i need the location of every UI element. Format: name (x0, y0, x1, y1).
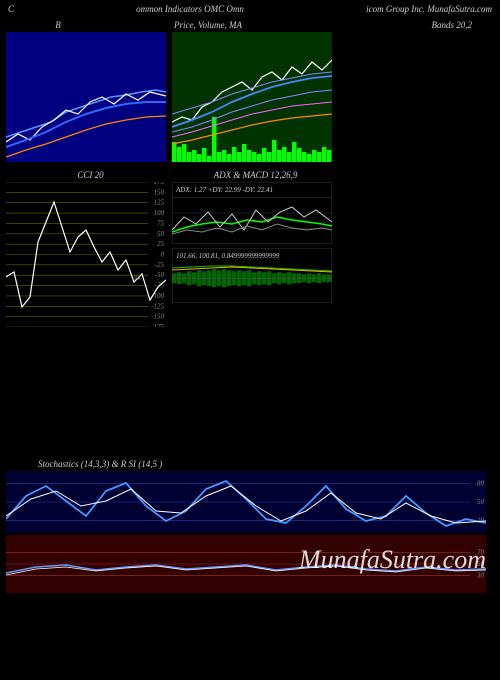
chart-row-2: 1751501251007550250-25-50-75-100-125-150… (0, 182, 500, 327)
svg-text:175: 175 (154, 182, 165, 186)
svg-text:75: 75 (157, 219, 165, 227)
header-mid: ommon Indicators OMC Omn (136, 4, 244, 14)
svg-text:150: 150 (154, 188, 165, 196)
title-cci: CCI 20 (8, 170, 173, 180)
svg-text:-50: -50 (155, 271, 165, 279)
chart-stoch: 805020 (6, 471, 494, 533)
chart-stoch-wrap: 805020 (0, 471, 500, 533)
title-stoch-rsi: Stochastics (14,3,3) & R SI (14,5 ) (8, 459, 162, 469)
header-right: icom Group Inc. MunafaSutra.com (366, 4, 492, 14)
svg-text:-34: -34 (131, 274, 141, 282)
chart-rsi-wrap: 70 50 30 (0, 533, 500, 593)
title-row-2: CCI 20 ADX & MACD 12,26,9 (0, 168, 500, 182)
svg-text:0: 0 (161, 251, 165, 259)
chart-cci: 1751501251007550250-25-50-75-100-125-150… (6, 182, 166, 327)
svg-text:30: 30 (476, 572, 485, 580)
svg-text:-150: -150 (151, 313, 164, 321)
svg-text:-125: -125 (151, 302, 164, 310)
svg-text:-175: -175 (151, 323, 164, 327)
chart-b (6, 32, 166, 162)
svg-text:100: 100 (154, 209, 165, 217)
chart-adx: ADX: 1.27 +DY: 22.99 -DY: 22.41 (172, 182, 332, 244)
chart-rsi: 70 50 30 (6, 535, 494, 593)
svg-text:50: 50 (477, 560, 485, 568)
svg-text:-25: -25 (155, 261, 165, 269)
svg-text:70: 70 (477, 548, 485, 556)
title-adx-macd: ADX & MACD 12,26,9 (173, 170, 338, 180)
chart-macd: 101.66, 100.81, 0.849999999999999 (172, 248, 332, 303)
chart-row-1 (0, 32, 500, 162)
svg-text:50: 50 (157, 230, 165, 238)
svg-text:50: 50 (477, 498, 485, 506)
title-bands: Bands 20,2 (308, 20, 492, 30)
title-row-3: Stochastics (14,3,3) & R SI (14,5 ) (0, 457, 500, 471)
svg-text:125: 125 (154, 199, 165, 207)
chart-price (172, 32, 332, 162)
svg-text:101.66, 100.81, 0.8499999999: 101.66, 100.81, 0.849999999999999 (176, 252, 280, 260)
title-b: B (8, 20, 108, 30)
svg-text:25: 25 (157, 240, 165, 248)
spacer (0, 327, 500, 457)
svg-text:80: 80 (477, 479, 485, 487)
svg-text:ADX: 1.27 +DY: 22.99 -DY: 22.4: ADX: 1.27 +DY: 22.99 -DY: 22.41 (175, 186, 273, 194)
title-price-ma: Price, Volume, MA (108, 20, 308, 30)
header-left: C (8, 4, 14, 14)
page-header: C ommon Indicators OMC Omn icom Group In… (0, 0, 500, 18)
title-row-1: B Price, Volume, MA Bands 20,2 (0, 18, 500, 32)
